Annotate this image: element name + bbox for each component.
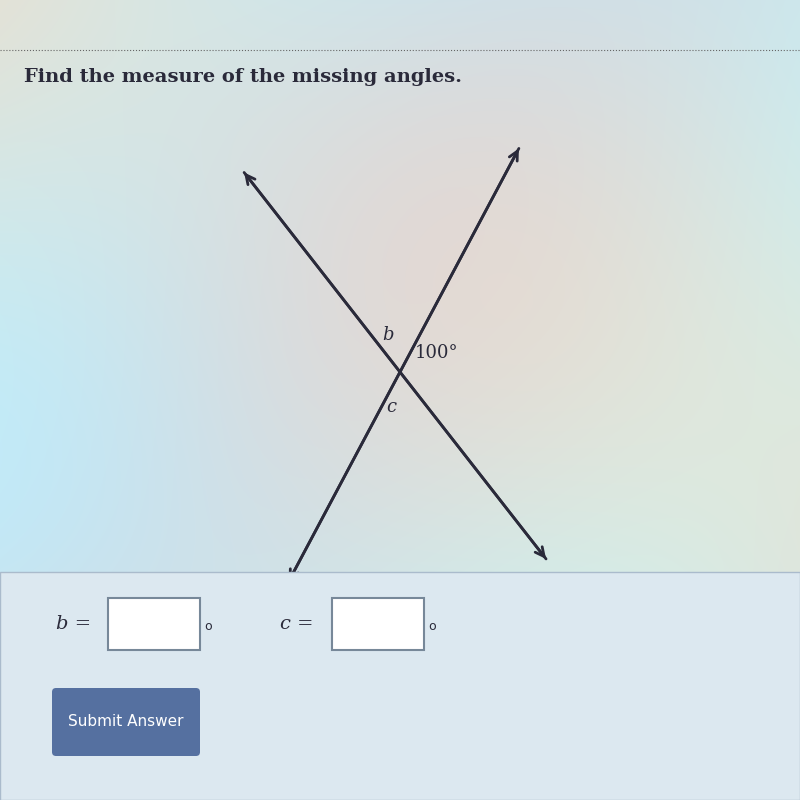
FancyBboxPatch shape [52,688,200,756]
Text: c =: c = [280,615,314,633]
Text: 100°: 100° [414,344,458,362]
Text: Submit Answer: Submit Answer [68,714,184,730]
Text: b =: b = [56,615,91,633]
FancyBboxPatch shape [108,598,200,650]
Text: o: o [204,620,212,633]
Text: o: o [428,620,436,633]
Text: Find the measure of the missing angles.: Find the measure of the missing angles. [24,68,462,86]
FancyBboxPatch shape [0,572,800,800]
FancyBboxPatch shape [332,598,424,650]
Text: c: c [386,398,396,416]
Text: b: b [382,326,394,344]
